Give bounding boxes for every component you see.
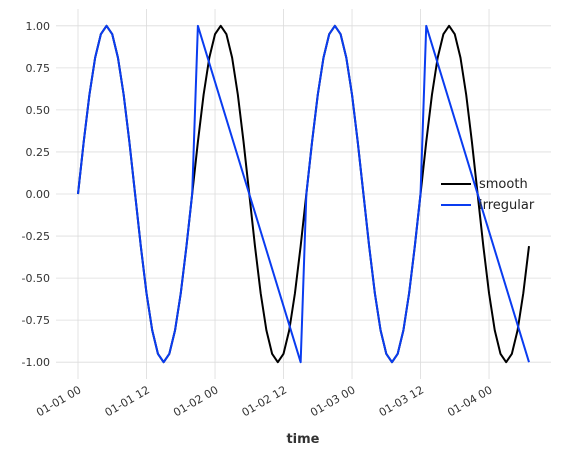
- x-axis-label: time: [286, 432, 319, 447]
- y-tick-label: -1.00: [22, 356, 50, 369]
- series-line: [77, 24, 530, 364]
- x-tick-label: 01-01 00: [34, 383, 83, 419]
- y-tick-label: 0.75: [26, 62, 51, 75]
- x-tick-label: 01-04 00: [445, 383, 494, 419]
- y-tick-label: -0.25: [22, 230, 50, 243]
- y-tick-label: -0.50: [22, 272, 50, 285]
- x-tick-label: 01-02 00: [171, 383, 220, 419]
- x-tick-label: 01-01 12: [103, 383, 152, 419]
- y-tick-label: -0.75: [22, 314, 50, 327]
- y-tick-label: 0.25: [26, 146, 51, 159]
- x-tick-label: 01-02 12: [240, 383, 289, 419]
- legend-label: irregular: [479, 198, 535, 213]
- y-tick-label: 0.50: [26, 104, 51, 117]
- y-tick-label: 1.00: [26, 20, 51, 33]
- x-tick-label: 01-03 12: [377, 383, 426, 419]
- y-tick-label: 0.00: [26, 188, 51, 201]
- x-tick-label: 01-03 00: [308, 383, 357, 419]
- legend-label: smooth: [479, 177, 528, 192]
